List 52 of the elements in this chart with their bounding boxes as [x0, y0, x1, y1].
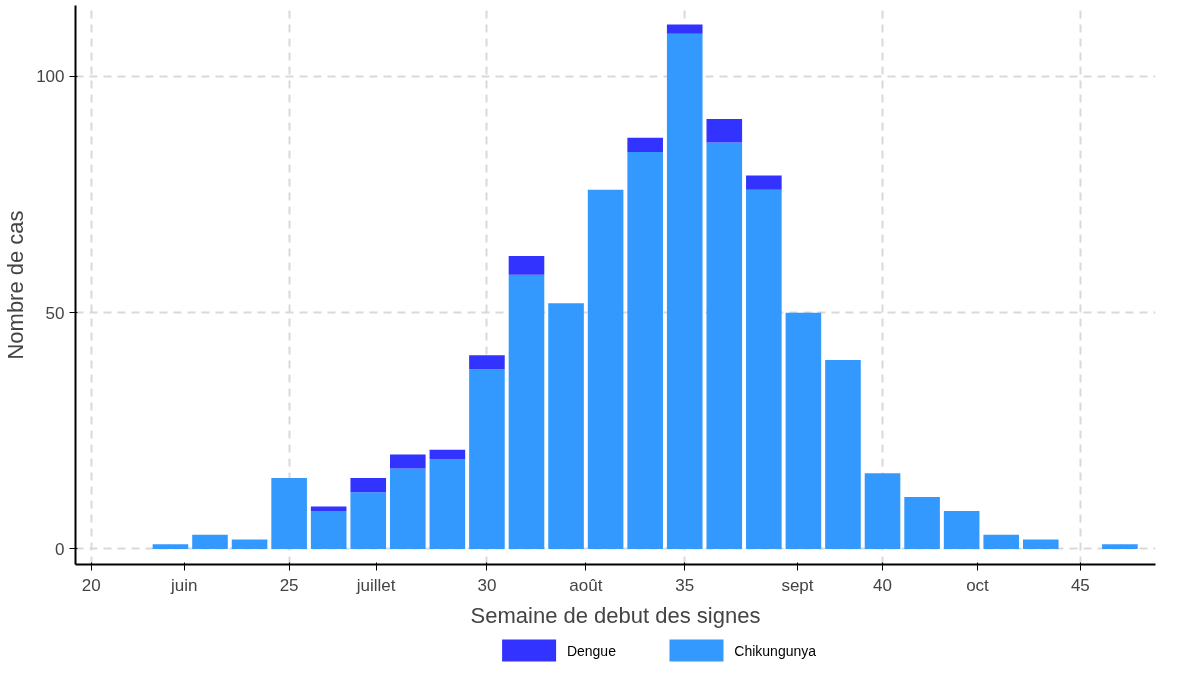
- bar: [746, 175, 782, 190]
- bar: [825, 359, 861, 549]
- bar: [271, 478, 307, 549]
- bar: [508, 274, 545, 549]
- y-axis-title: Nombre de cas: [3, 210, 29, 360]
- y-tick-label: 50: [45, 303, 65, 323]
- y-tick-label: 100: [36, 67, 65, 87]
- bar: [666, 24, 703, 34]
- x-tick-label: sept: [781, 575, 814, 595]
- bar: [508, 255, 545, 275]
- x-tick-label: juin: [170, 575, 198, 595]
- bar: [746, 189, 782, 549]
- bar: [192, 534, 228, 549]
- x-tick-label: 35: [675, 575, 695, 595]
- bar: [943, 511, 980, 549]
- x-tick-label: 45: [1070, 575, 1090, 595]
- bar: [627, 151, 663, 549]
- bar: [1102, 544, 1138, 549]
- bar: [666, 33, 703, 549]
- bar: [587, 189, 624, 549]
- bar: [904, 496, 940, 549]
- x-tick-label: 25: [279, 575, 299, 595]
- bar: [785, 312, 822, 549]
- bar: [310, 506, 347, 512]
- x-tick-label: 30: [477, 575, 497, 595]
- x-tick-label: oct: [966, 575, 990, 595]
- bar: [983, 534, 1020, 549]
- x-tick-label: juillet: [355, 575, 396, 595]
- bar: [152, 544, 189, 549]
- bar: [469, 369, 505, 549]
- bar: [429, 449, 466, 460]
- bar: [627, 137, 663, 152]
- x-tick-label: août: [569, 575, 603, 595]
- bar: [469, 355, 505, 370]
- y-tick-label: 0: [55, 539, 65, 559]
- legend-label: Dengue: [566, 642, 617, 659]
- x-axis-title: Semaine de debut des signes: [470, 602, 761, 628]
- bar: [310, 511, 347, 549]
- bar: [350, 478, 387, 493]
- x-tick-label: 40: [873, 575, 892, 595]
- bar: [231, 539, 268, 549]
- bar: [1022, 539, 1059, 549]
- bar: [548, 303, 584, 549]
- bar: [390, 468, 426, 549]
- bar: [706, 142, 743, 549]
- legend-label: Chikungunya: [734, 642, 817, 659]
- bar: [390, 454, 426, 469]
- bar: [706, 118, 743, 143]
- x-tick-label: 20: [81, 575, 101, 595]
- bar: [864, 473, 901, 549]
- bar: [350, 492, 387, 549]
- bar: [429, 459, 466, 549]
